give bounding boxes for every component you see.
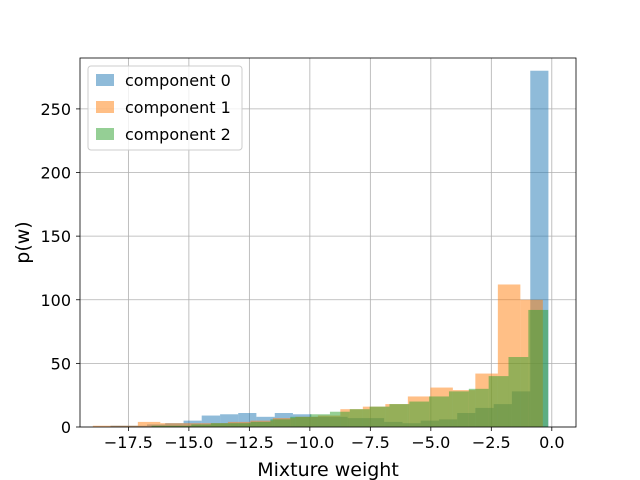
legend: component 0 component 1 component 2 [87, 65, 243, 151]
histogram-bar [171, 425, 192, 427]
histogram-bar [389, 404, 410, 427]
legend-box [87, 65, 243, 151]
histogram-bar [92, 425, 116, 427]
histogram-bar [160, 423, 183, 427]
histogram-bar [250, 421, 271, 427]
legend-entry-label: component 1 [125, 98, 231, 117]
histogram-bar [488, 376, 509, 427]
histogram-bar [290, 416, 311, 427]
legend-swatch [96, 128, 114, 140]
y-tick-label: 200 [40, 164, 71, 183]
histogram-bar [310, 414, 330, 427]
histogram-bar [369, 406, 390, 427]
histogram-bar [270, 419, 291, 427]
legend-swatch [96, 101, 114, 113]
y-tick-label: 50 [51, 354, 71, 373]
histogram-bar [448, 391, 469, 427]
x-tick-label: −7.5 [351, 433, 390, 452]
histogram-bar [137, 421, 161, 427]
histogram-bar [468, 388, 489, 427]
y-tick-label: 0 [61, 418, 71, 437]
legend-entry-label: component 2 [125, 125, 231, 144]
x-axis-label: Mixture weight [257, 459, 399, 480]
histogram-bar [230, 423, 251, 427]
histogram-bar [201, 415, 221, 427]
x-tick-label: −15.0 [164, 433, 213, 452]
axis-ticks: −17.5 −15.0 −12.5 −10.0 −7.5 −5.0 −2.5 0.0 0 50 10… [40, 100, 564, 452]
x-tick-label: −2.5 [472, 433, 511, 452]
histogram-bar [528, 309, 549, 427]
plot-frame [79, 57, 577, 428]
histogram-bar [429, 396, 449, 427]
y-axis-label: p(w) [12, 221, 34, 263]
y-tick-label: 100 [40, 291, 71, 310]
x-tick-label: 0.0 [539, 433, 564, 452]
legend-swatch [96, 74, 114, 86]
x-tick-label: −10.0 [285, 433, 334, 452]
histogram-bar [115, 425, 138, 427]
x-tick-label: −17.5 [104, 433, 153, 452]
x-tick-label: −12.5 [225, 433, 274, 452]
histogram-bar [508, 357, 529, 427]
y-tick-label: 150 [40, 227, 71, 246]
x-tick-label: −5.0 [411, 433, 450, 452]
histogram-bars [92, 70, 549, 428]
legend-entry-label: component 0 [125, 71, 231, 90]
histogram-bar [349, 409, 370, 427]
series-2-bars [151, 309, 549, 427]
histogram-bar [329, 411, 350, 427]
histogram-bar [191, 424, 211, 427]
histogram-bar [151, 425, 172, 427]
histogram-bar [210, 423, 231, 427]
y-tick-label: 250 [40, 100, 71, 119]
histogram-bar [409, 401, 430, 427]
